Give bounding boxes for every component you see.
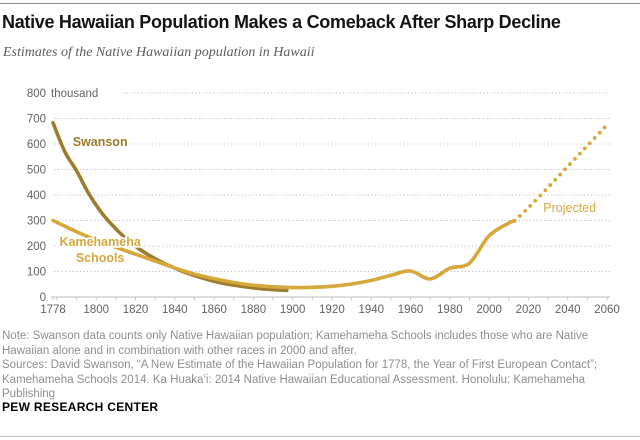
y-tick-label-400: 400 (27, 190, 46, 202)
svg-text:Kamehameha: Kamehameha (60, 235, 142, 249)
note-text: Note: Swanson data counts only Native Ha… (2, 330, 589, 357)
svg-text:Schools: Schools (76, 251, 125, 265)
series-projected (512, 122, 609, 223)
x-tick-label-1800: 1800 (83, 304, 109, 316)
y-tick-label-700: 700 (27, 114, 46, 126)
x-tick-label-1940: 1940 (358, 304, 384, 316)
bottom-divider (0, 436, 640, 437)
x-tick-label-1820: 1820 (123, 304, 149, 316)
x-tick-label-2000: 2000 (476, 304, 502, 316)
y-tick-label-600: 600 (27, 139, 46, 151)
x-tick-label-1860: 1860 (201, 304, 227, 316)
x-axis-labels: 1778 1800 1820 1840 1860 1880 1900 1920 1940 1960… (40, 304, 620, 316)
series-kamehameha-schools (51, 218, 517, 290)
pew-research-center-wordmark: PEW RESEARCH CENTER (2, 400, 159, 414)
x-tick-label-1880: 1880 (241, 304, 267, 316)
y-tick-label-200: 200 (27, 241, 46, 253)
x-tick-label-2060: 2060 (594, 304, 620, 316)
x-tick-label-1900: 1900 (280, 304, 306, 316)
y-axis-unit-label: thousand (51, 88, 98, 100)
label-projected: Projected (542, 199, 598, 217)
gridlines (54, 92, 611, 273)
svg-text:Swanson: Swanson (73, 135, 128, 149)
x-tick-label-2020: 2020 (516, 304, 542, 316)
y-tick-label-0: 0 (40, 292, 46, 304)
footnotes: Note: Swanson data counts only Native Ha… (2, 329, 636, 402)
chart-canvas: 0 100 200 300 400 500 600 700 800 thousand 1778 180… (25, 87, 620, 317)
sources-text: Sources: David Swanson, “A New Estimate … (2, 359, 598, 400)
page-title: Native Hawaiian Population Makes a Comeb… (2, 12, 561, 32)
svg-text:Projected: Projected (543, 201, 596, 215)
x-tick-label-1778: 1778 (40, 304, 66, 316)
x-tick-label-1840: 1840 (162, 304, 188, 316)
y-tick-label-300: 300 (27, 216, 46, 228)
x-tick-label-2040: 2040 (555, 304, 581, 316)
label-swanson: Swanson (71, 133, 129, 151)
y-tick-label-100: 100 (27, 267, 46, 279)
x-tick-label-1920: 1920 (319, 304, 345, 316)
population-line-chart: 0 100 200 300 400 500 600 700 800 thousand 1778 180… (0, 83, 640, 328)
x-tick-label-1980: 1980 (437, 304, 463, 316)
y-axis-labels: 0 100 200 300 400 500 600 700 800 thousand (25, 87, 100, 306)
top-divider (0, 3, 640, 4)
label-kamehameha-schools: Kamehameha Schools (58, 233, 144, 266)
x-tick-label-1960: 1960 (398, 304, 424, 316)
chart-subtitle: Estimates of the Native Hawaiian populat… (3, 45, 315, 60)
y-tick-label-800: 800 (27, 88, 46, 100)
y-tick-label-500: 500 (27, 165, 46, 177)
x-axis (51, 296, 610, 301)
